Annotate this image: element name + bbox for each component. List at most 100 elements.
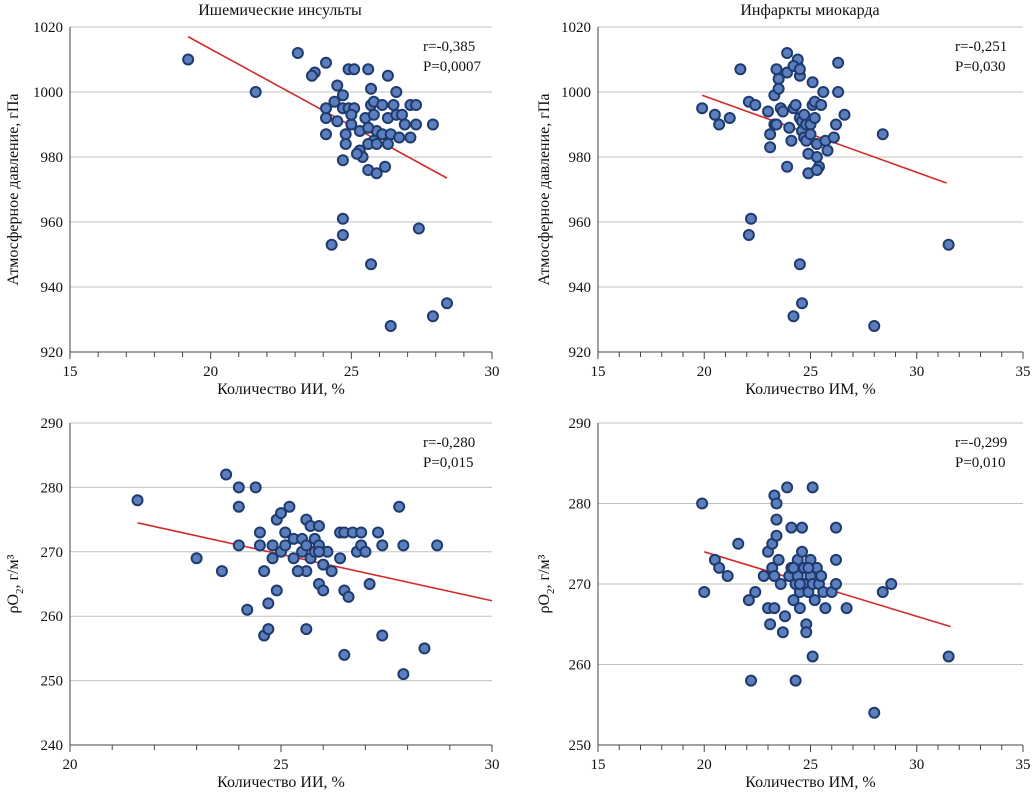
data-point	[770, 529, 783, 542]
data-point	[440, 297, 453, 310]
data-point	[800, 626, 813, 639]
x-tick-label: 25	[274, 757, 289, 773]
p-value-label: P=0,0007	[423, 59, 482, 75]
data-point	[262, 597, 275, 610]
data-point	[365, 82, 378, 95]
data-point	[772, 82, 785, 95]
data-point	[827, 131, 840, 144]
data-point	[249, 86, 262, 98]
data-point	[810, 151, 823, 163]
data-point	[410, 118, 423, 131]
y-tick-label: 280	[41, 480, 64, 496]
x-tick-label: 30	[909, 364, 924, 380]
data-point	[785, 134, 798, 147]
x-tick-label: 25	[344, 364, 359, 380]
data-point	[768, 602, 781, 615]
x-tick-label: 35	[1016, 757, 1031, 773]
data-point	[830, 521, 842, 534]
data-point	[745, 212, 757, 225]
data-point	[393, 500, 406, 513]
data-point	[215, 565, 228, 578]
data-point	[783, 121, 796, 134]
data-point	[232, 481, 245, 494]
data-point	[381, 138, 394, 150]
data-point	[732, 537, 745, 550]
data-point	[331, 79, 344, 92]
data-point	[355, 526, 368, 539]
data-point	[798, 108, 811, 121]
x-tick-label: 30	[909, 757, 924, 773]
chart-panel-2: 920 940 960 980 1000 1020 15 20 25 30 35 Инфаркты м…	[536, 2, 1031, 398]
data-point	[815, 569, 828, 582]
x-tick-label: 15	[591, 364, 606, 380]
data-point	[325, 565, 338, 578]
data-point	[762, 105, 774, 118]
data-point	[232, 539, 245, 552]
data-point	[331, 115, 344, 128]
data-point	[232, 500, 245, 513]
data-point	[379, 160, 392, 173]
data-point	[393, 131, 406, 144]
data-point	[390, 86, 403, 98]
data-point	[387, 99, 400, 111]
data-point	[345, 108, 358, 121]
data-point	[793, 602, 806, 615]
data-point	[190, 552, 203, 565]
data-point	[789, 99, 802, 111]
data-point	[300, 539, 313, 552]
p-value-label: P=0,030	[955, 59, 1006, 75]
data-point	[806, 650, 819, 663]
data-point	[376, 99, 389, 111]
data-point	[320, 56, 333, 69]
data-point	[412, 222, 425, 235]
data-point	[338, 648, 351, 661]
data-point	[779, 610, 791, 623]
data-point	[131, 494, 144, 507]
p-value-label: P=0,010	[955, 455, 1006, 471]
data-point	[808, 594, 821, 607]
y-axis-label: Атмосферное давление, гПа	[5, 93, 22, 285]
data-point	[808, 112, 821, 124]
data-point	[745, 674, 757, 687]
data-point	[942, 238, 955, 251]
data-point	[312, 520, 325, 533]
data-point	[772, 553, 785, 566]
data-point	[776, 626, 789, 639]
data-point	[381, 69, 394, 82]
data-point	[359, 545, 372, 558]
data-point	[249, 481, 262, 494]
data-point	[339, 128, 352, 141]
data-point	[384, 320, 397, 332]
data-point	[262, 623, 275, 636]
y-tick-label: 1020	[33, 20, 63, 36]
data-point	[363, 578, 376, 590]
data-point	[365, 258, 378, 271]
data-point	[757, 569, 770, 582]
data-point	[876, 128, 889, 141]
data-point	[397, 668, 410, 681]
data-point	[367, 108, 380, 121]
x-axis-label: Количество ИМ, %	[745, 381, 875, 398]
data-point	[768, 569, 781, 582]
data-point	[336, 212, 349, 225]
data-point	[376, 629, 389, 642]
correlation-r-label: r=-0,299	[955, 435, 1007, 451]
data-point	[336, 154, 349, 167]
data-point	[270, 584, 283, 597]
data-point	[802, 561, 815, 574]
data-point	[348, 63, 361, 76]
data-point	[320, 112, 333, 124]
y-tick-label: 960	[569, 215, 592, 231]
data-point	[372, 526, 385, 539]
data-point	[749, 586, 762, 599]
data-point	[426, 118, 439, 131]
y-tick-label: 260	[41, 609, 64, 625]
data-point	[804, 128, 817, 141]
data-point	[220, 468, 233, 481]
chart-title: Инфаркты миокарда	[740, 2, 879, 19]
data-point	[305, 69, 318, 82]
data-point	[742, 594, 755, 607]
data-point	[336, 229, 349, 241]
data-point	[821, 144, 834, 157]
data-point	[696, 497, 709, 510]
